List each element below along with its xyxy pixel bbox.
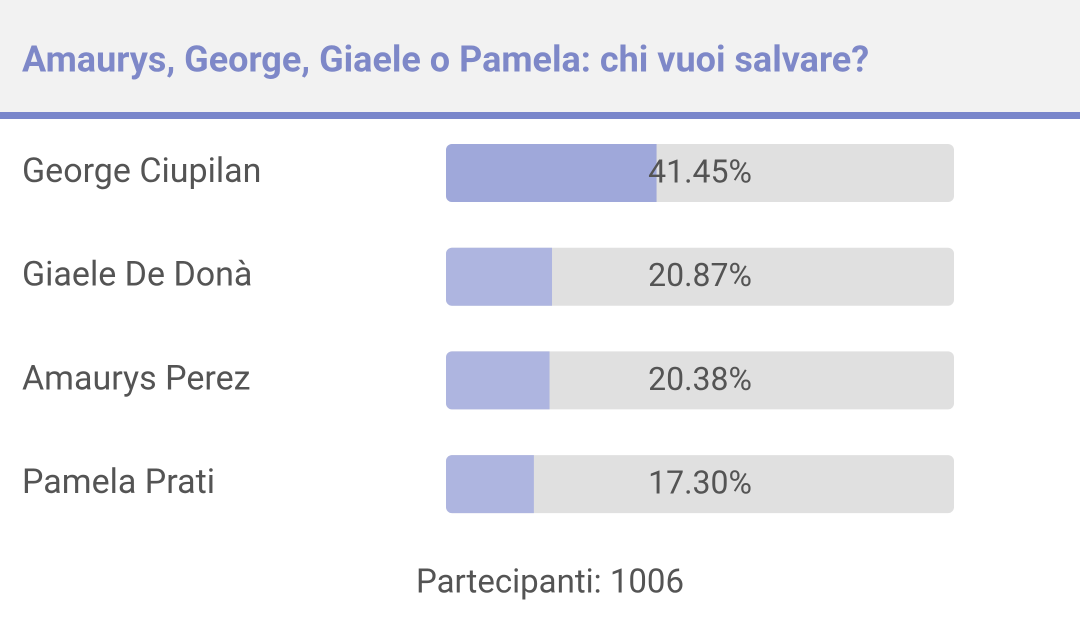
bar <box>446 144 657 202</box>
bar <box>446 455 534 514</box>
bar <box>446 247 553 306</box>
value-label: 41.45% <box>648 152 752 190</box>
participants: Partecipanti: 1006 <box>416 563 684 602</box>
option-name: Amaurys Perez <box>22 358 251 398</box>
bar-track <box>446 247 954 306</box>
option-name: George Ciupilan <box>22 151 261 191</box>
poll-title: Amaurys, George, Giaele o Pamela: chi vu… <box>22 39 869 81</box>
option-name: Giaele De Donà <box>22 255 252 295</box>
bar <box>446 351 550 410</box>
header-border <box>0 112 1080 119</box>
bar-track <box>446 455 954 514</box>
value-label: 17.30% <box>648 464 752 502</box>
value-label: 20.38% <box>648 360 752 398</box>
option-name: Pamela Prati <box>22 462 215 502</box>
header-background <box>0 0 1080 113</box>
value-label: 20.87% <box>648 256 752 294</box>
bar-track <box>446 351 954 410</box>
